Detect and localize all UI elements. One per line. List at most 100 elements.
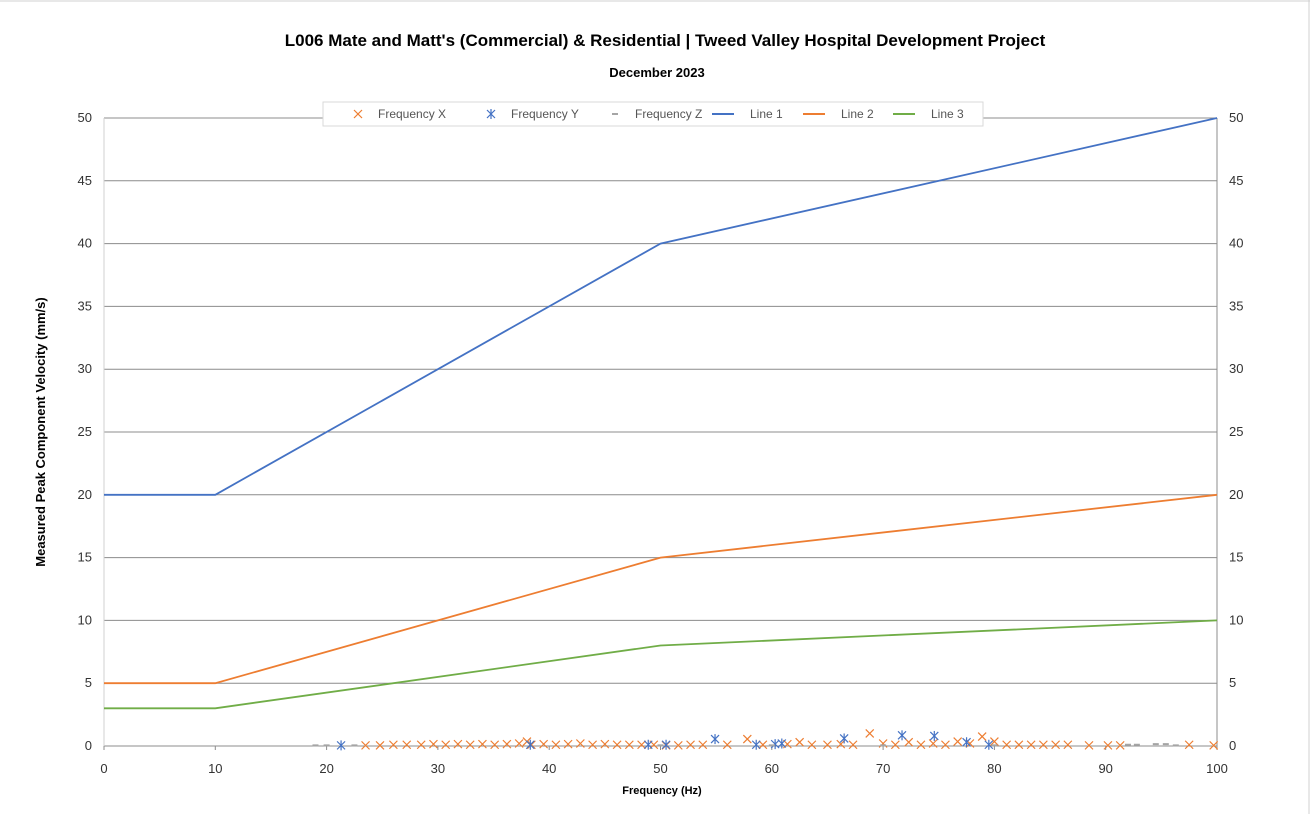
scatter-series-asterisk (336, 730, 994, 751)
chart-subtitle: December 2023 (609, 65, 704, 80)
legend-label: Frequency Z (635, 107, 702, 121)
data-point (941, 740, 950, 750)
secondary-y-tick-label: 40 (1229, 236, 1243, 251)
secondary-y-axis-ticks: 0 5 10 15 20 25 30 35 40 45 50 (1229, 110, 1243, 753)
secondary-y-tick-label: 50 (1229, 110, 1243, 125)
data-point (416, 740, 426, 750)
scatter-series-x (361, 729, 1219, 750)
data-point (361, 740, 370, 750)
y-tick-label: 45 (78, 173, 92, 188)
y-tick-label: 20 (78, 487, 92, 502)
x-tick-label: 60 (765, 761, 779, 776)
data-point (984, 739, 994, 750)
series-layer (104, 117, 1219, 751)
data-point (600, 739, 610, 749)
data-point (953, 737, 963, 747)
y-axis-ticks: 0 5 10 15 20 25 30 35 40 45 50 (78, 110, 92, 753)
x-tick-label: 20 (319, 761, 333, 776)
y-tick-label: 50 (78, 110, 92, 125)
data-point (465, 740, 475, 750)
data-point (928, 739, 938, 748)
data-point (551, 740, 561, 750)
data-point (1209, 740, 1219, 750)
x-tick-label: 10 (208, 761, 222, 776)
x-tick-label: 100 (1206, 761, 1228, 776)
y-tick-label: 40 (78, 236, 92, 251)
legend-label: Frequency X (378, 107, 446, 121)
x-axis-label: Frequency (Hz) (622, 785, 702, 797)
data-point (336, 740, 346, 751)
legend-label: Frequency Y (511, 107, 579, 121)
data-point (643, 739, 653, 750)
secondary-y-tick-label: 0 (1229, 738, 1236, 753)
data-point (686, 740, 695, 750)
data-point (526, 740, 536, 750)
data-point (1084, 740, 1094, 750)
data-point (1103, 740, 1113, 750)
data-point (453, 739, 463, 749)
data-point (758, 740, 768, 750)
data-point (402, 740, 412, 750)
x-axis-ticks: 0 10 20 30 40 50 60 70 80 90 100 (100, 746, 1228, 776)
data-point (823, 740, 832, 750)
data-point (751, 739, 761, 750)
x-tick-label: 40 (542, 761, 556, 776)
x-tick-label: 30 (431, 761, 445, 776)
y-tick-label: 0 (85, 738, 92, 753)
data-point (490, 740, 500, 750)
y-tick-label: 25 (78, 424, 92, 439)
x-tick-label: 70 (876, 761, 890, 776)
legend-label: Line 2 (841, 107, 874, 121)
data-point (429, 739, 438, 749)
legend-item: Line 1 (712, 107, 783, 121)
data-point (673, 740, 683, 750)
legend-label: Line 3 (931, 107, 964, 121)
secondary-y-tick-label: 15 (1229, 550, 1243, 565)
y-tick-label: 5 (85, 675, 92, 690)
data-point (698, 740, 708, 750)
data-point (865, 729, 875, 738)
secondary-y-tick-label: 20 (1229, 487, 1243, 502)
x-tick-label: 50 (653, 761, 667, 776)
secondary-y-tick-label: 5 (1229, 675, 1236, 690)
data-point (1184, 740, 1194, 750)
data-point (777, 738, 787, 749)
data-point (624, 740, 634, 750)
data-point (1063, 740, 1073, 750)
legend-swatch (353, 109, 363, 119)
y-tick-label: 10 (78, 612, 92, 627)
secondary-y-tick-label: 45 (1229, 173, 1243, 188)
data-point (1002, 740, 1012, 750)
y-tick-label: 35 (78, 298, 92, 313)
data-point (1038, 740, 1048, 750)
data-point (795, 737, 805, 747)
data-point (929, 730, 939, 741)
y-tick-label: 15 (78, 550, 92, 565)
secondary-y-tick-label: 10 (1229, 612, 1243, 627)
data-point (1051, 740, 1061, 750)
data-point (575, 739, 585, 748)
data-point (1115, 740, 1125, 750)
data-point (848, 740, 858, 750)
chart-title: L006 Mate and Matt's (Commercial) & Resi… (285, 31, 1046, 50)
legend-item: Line 3 (893, 107, 964, 121)
data-point (539, 739, 549, 749)
secondary-y-tick-label: 35 (1229, 298, 1243, 313)
data-point (563, 739, 573, 749)
legend-item: Frequency Y (486, 107, 579, 121)
data-point (977, 732, 987, 742)
y-axis-label: Measured Peak Component Velocity (mm/s) (33, 297, 48, 566)
data-point (637, 740, 647, 750)
x-tick-label: 0 (100, 761, 107, 776)
data-point (1026, 740, 1036, 750)
data-point (890, 740, 900, 750)
data-point (807, 740, 817, 750)
data-point (525, 739, 535, 750)
data-point (836, 739, 846, 749)
series-line-2 (104, 493, 1218, 685)
legend-item: Frequency X (353, 107, 446, 121)
legend-item: Frequency Z (612, 107, 702, 121)
data-point (722, 740, 732, 750)
